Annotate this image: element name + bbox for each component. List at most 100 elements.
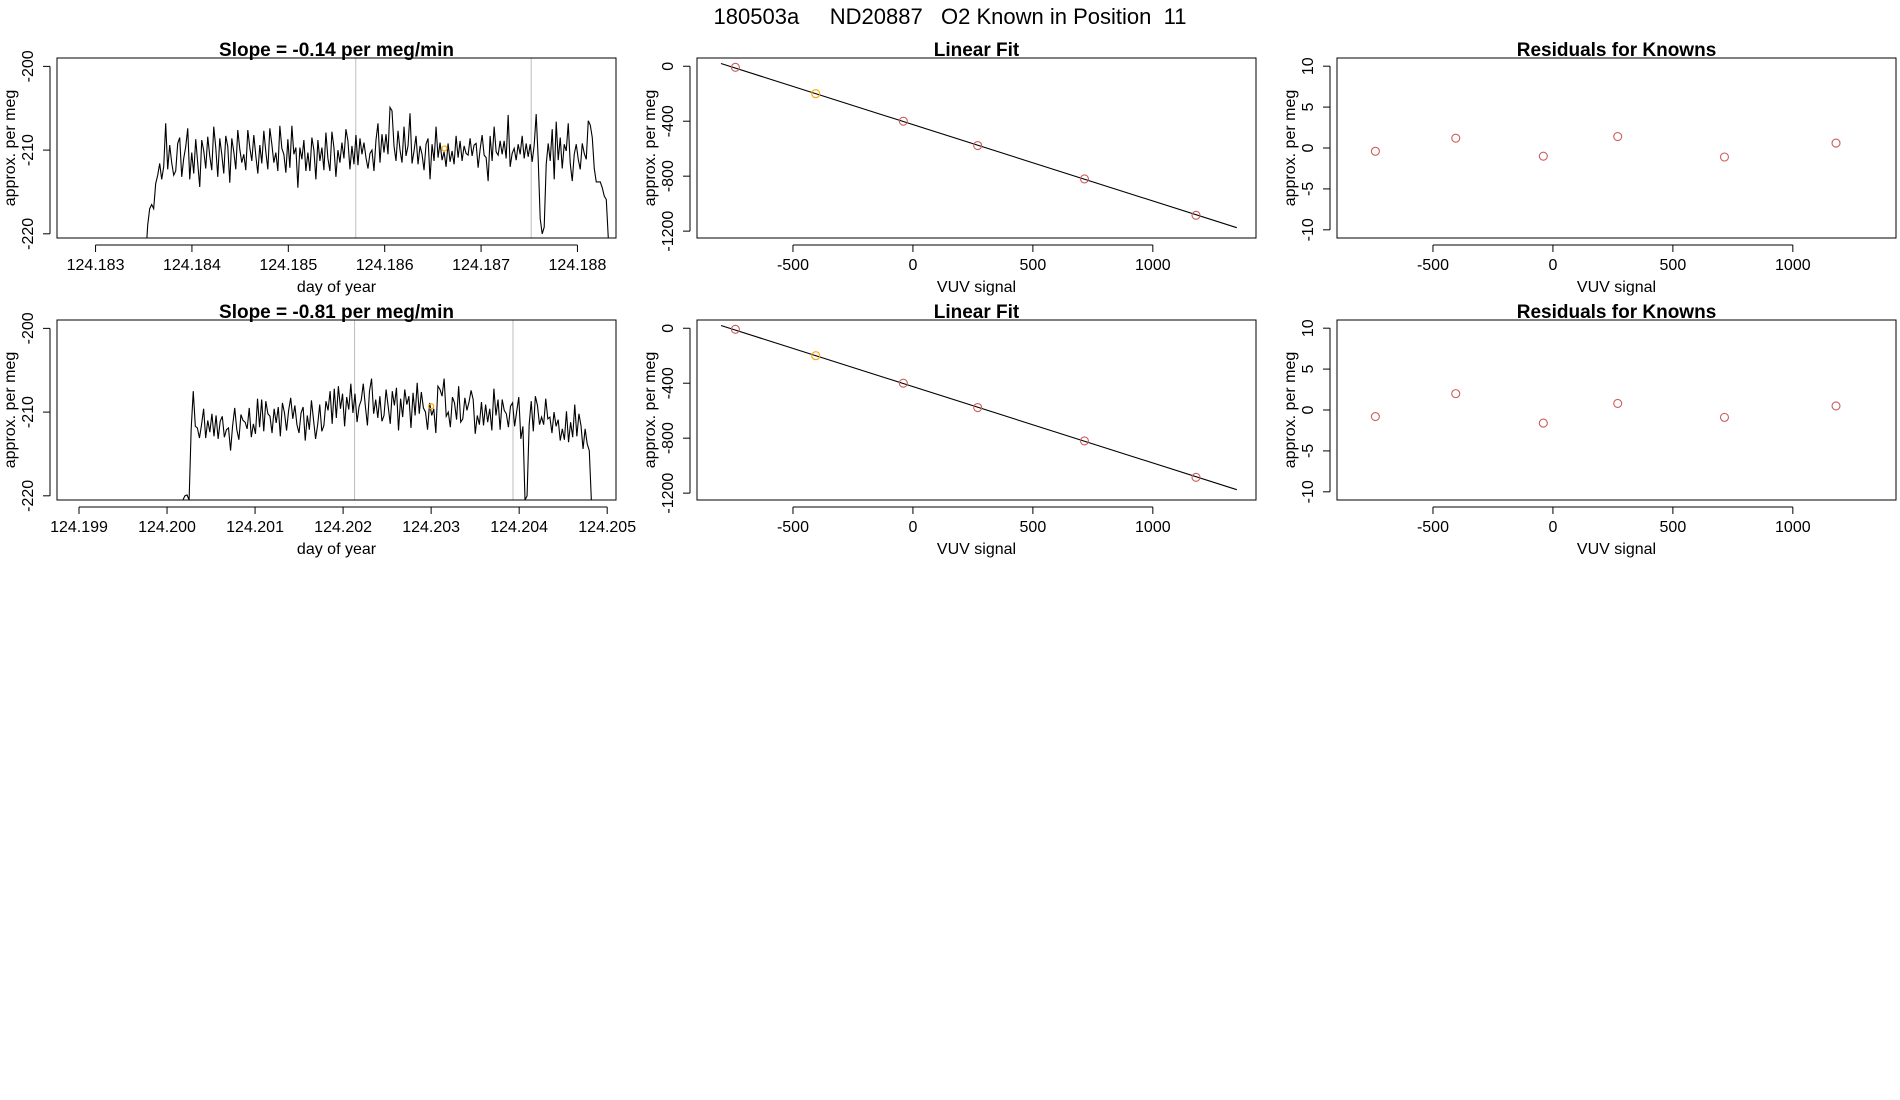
page-title: 180503a ND20887 O2 Known in Position 11	[713, 4, 1187, 29]
data-point	[1538, 151, 1548, 161]
x-tick-label: 124.202	[314, 519, 372, 536]
x-axis-label: VUV signal	[937, 279, 1016, 296]
chart-panel-res2: Residuals for Knowns -500 0 500 1000 VUV sign…	[1282, 302, 1897, 558]
y-tick-label: -800	[660, 160, 677, 192]
y-tick-label: -400	[660, 367, 677, 399]
y-tick-label: 0	[660, 62, 677, 71]
y-tick-label: -5	[1300, 182, 1317, 196]
data-point	[1613, 131, 1623, 142]
x-tick-label: 500	[1660, 257, 1687, 274]
y-axis-label: approx. per meg	[642, 90, 659, 207]
x-tick-label: 500	[1020, 519, 1047, 536]
plot-box	[56, 319, 617, 501]
chart-title: Slope = -0.14 per meg/min	[219, 40, 454, 61]
y-tick-label: -200	[20, 312, 37, 344]
series-line	[146, 105, 609, 238]
data-point-highlighted	[811, 351, 821, 361]
x-tick-label: 0	[1548, 519, 1557, 536]
x-tick-label: 500	[1660, 519, 1687, 536]
x-tick-label: 124.203	[402, 519, 460, 536]
y-tick-label: 10	[1300, 319, 1317, 337]
y-tick-label: 0	[1300, 405, 1317, 414]
x-tick-label: 124.204	[490, 519, 548, 536]
data-point	[1613, 398, 1623, 409]
x-axis-label: day of year	[297, 541, 377, 558]
data-point	[898, 116, 908, 126]
y-tick-label: -400	[660, 105, 677, 137]
x-tick-label: 0	[1548, 257, 1557, 274]
chart-title: Linear Fit	[934, 40, 1020, 61]
data-point	[1370, 411, 1380, 422]
y-tick-label: 10	[1300, 57, 1317, 75]
chart-title: Residuals for Knowns	[1517, 40, 1717, 61]
y-tick-label: 5	[1300, 103, 1317, 112]
x-tick-label: 1000	[1775, 519, 1811, 536]
y-tick-label: 0	[660, 324, 677, 333]
fit-line	[720, 324, 1237, 491]
x-tick-label: 124.201	[226, 519, 284, 536]
data-point	[1451, 389, 1461, 399]
plot-box	[1336, 319, 1897, 501]
highlight-point	[428, 403, 435, 410]
data-point	[1538, 418, 1548, 428]
chart-panel-fit2: Linear Fit -500 0 500 1000 VUV signal 0 -400 -80…	[642, 302, 1257, 558]
x-tick-label: 1000	[1135, 519, 1171, 536]
x-tick-label: 500	[1020, 257, 1047, 274]
chart-panel-res1: Residuals for Knowns -500 0 500 1000 VUV sign…	[1282, 40, 1897, 296]
y-tick-label: -800	[660, 422, 677, 454]
data-point	[1191, 472, 1201, 482]
data-point	[730, 324, 740, 334]
data-point	[1451, 133, 1461, 143]
chart-panel-ts2: Slope = -0.81 per meg/min 124.199 124.200 1…	[2, 302, 636, 558]
plot-box	[696, 319, 1257, 501]
x-tick-label: -500	[777, 257, 809, 274]
chart-title: Linear Fit	[934, 302, 1020, 323]
y-tick-label: -210	[20, 134, 37, 166]
x-tick-label: 124.199	[50, 519, 108, 536]
data-point	[1191, 210, 1201, 220]
data-point	[730, 62, 740, 72]
x-tick-label: 124.185	[259, 257, 317, 274]
x-tick-label: 1000	[1775, 257, 1811, 274]
y-tick-label: 5	[1300, 365, 1317, 374]
y-axis-label: approx. per meg	[1282, 90, 1299, 207]
x-axis-label: VUV signal	[937, 541, 1016, 558]
data-point	[973, 402, 983, 413]
x-tick-label: 0	[908, 257, 917, 274]
x-tick-label: 124.205	[578, 519, 636, 536]
chart-panel-fit1: Linear Fit -500 0 500 1000 VUV signal 0 -400 -80…	[642, 40, 1257, 296]
data-point	[898, 378, 908, 388]
y-tick-label: -1200	[660, 211, 677, 252]
x-tick-label: -500	[777, 519, 809, 536]
data-point	[1831, 138, 1841, 148]
fit-line	[720, 62, 1237, 229]
x-axis-label: day of year	[297, 279, 377, 296]
data-point-highlighted	[811, 89, 821, 99]
y-axis-label: approx. per meg	[2, 352, 19, 469]
y-tick-label: -10	[1300, 480, 1317, 503]
x-tick-label: 0	[908, 519, 917, 536]
x-tick-label: -500	[1417, 519, 1449, 536]
data-point	[1079, 174, 1090, 184]
y-tick-label: -200	[20, 50, 37, 82]
y-tick-label: -210	[20, 396, 37, 428]
y-axis-label: approx. per meg	[2, 90, 19, 207]
data-point	[1719, 412, 1730, 422]
series-line	[182, 378, 592, 500]
y-axis-label: approx. per meg	[642, 352, 659, 469]
data-point	[1079, 436, 1090, 446]
plot-box	[56, 57, 617, 239]
x-tick-label: 124.200	[138, 519, 196, 536]
y-tick-label: -220	[20, 218, 37, 250]
chart-panel-ts1: Slope = -0.14 per meg/min 124.183 124.184 1…	[2, 40, 617, 296]
data-point	[1719, 152, 1730, 162]
y-tick-label: -220	[20, 480, 37, 512]
chart-title: Slope = -0.81 per meg/min	[219, 302, 454, 323]
data-point	[973, 140, 983, 151]
x-tick-label: 124.183	[67, 257, 125, 274]
y-tick-label: -10	[1300, 218, 1317, 241]
x-tick-label: 124.188	[549, 257, 607, 274]
chart-title: Residuals for Knowns	[1517, 302, 1717, 323]
highlight-point	[441, 145, 448, 152]
